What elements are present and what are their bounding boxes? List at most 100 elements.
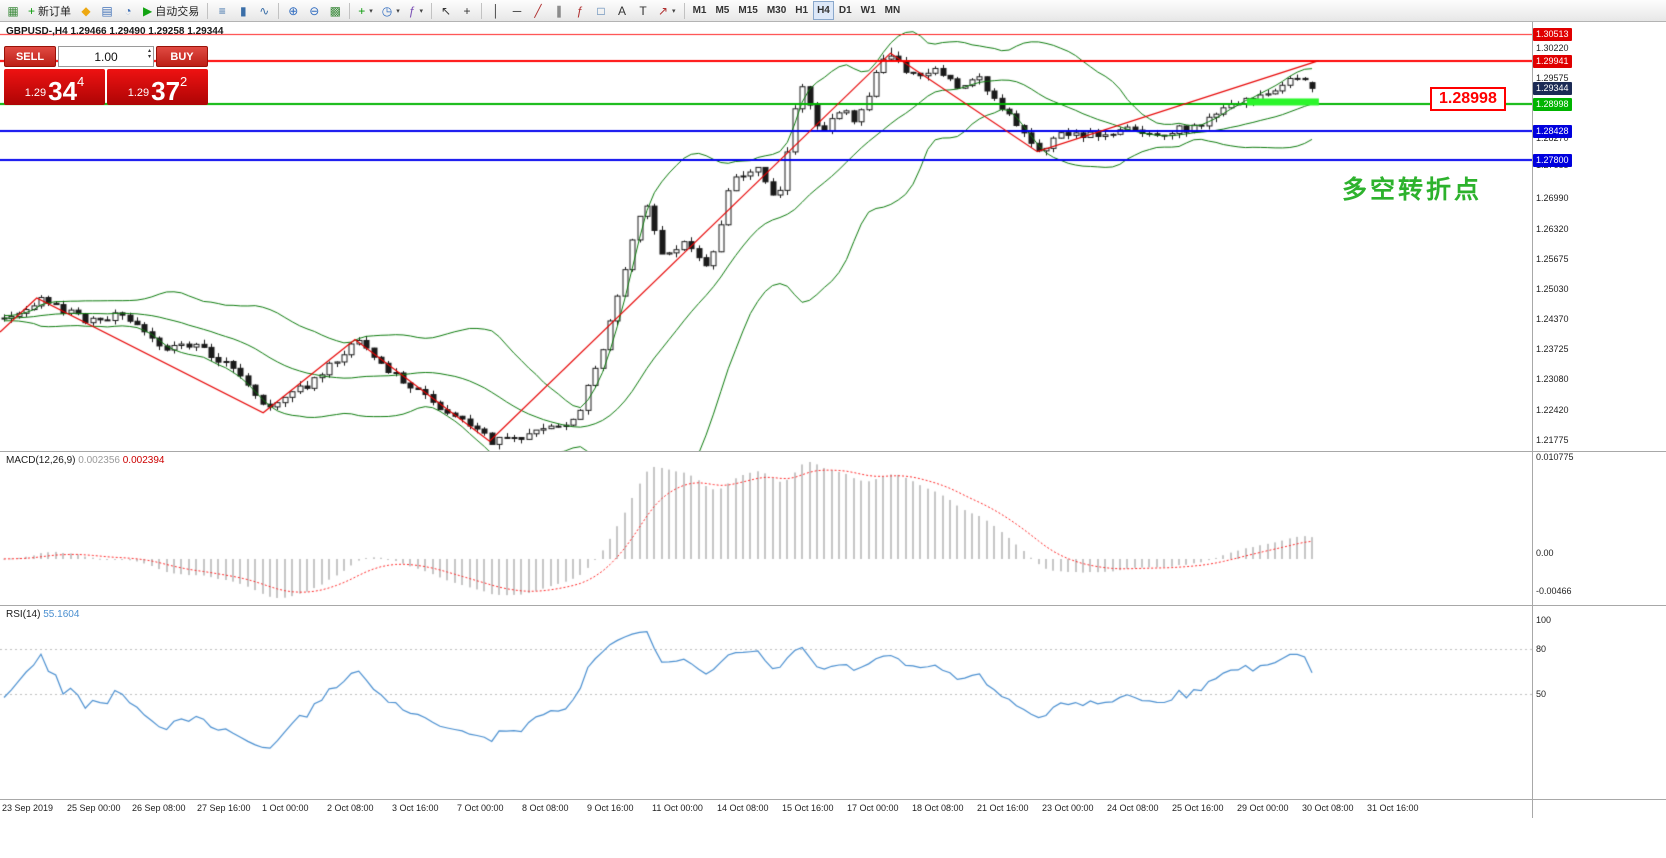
panel-separator[interactable] — [0, 605, 1666, 606]
navigator-icon: ▤ — [101, 3, 113, 18]
terminal-button[interactable]: ◔ — [118, 1, 138, 20]
price-axis-label: 1.26990 — [1536, 192, 1569, 203]
timeframe-m1-button[interactable]: M1 — [689, 1, 711, 20]
line-chart-icon: ∿ — [259, 3, 270, 18]
new-order-icon: + — [28, 3, 36, 18]
rsi-axis-label: 80 — [1536, 644, 1547, 655]
new-order-button[interactable]: + 新订单 — [24, 1, 75, 20]
tile-windows-button[interactable]: ▩ — [325, 1, 345, 20]
time-axis-label: 27 Sep 16:00 — [197, 803, 251, 813]
price-axis-label: 1.27685 — [1536, 160, 1569, 171]
indicators-button[interactable]: ƒ ▾ — [405, 1, 427, 20]
metaeditor-button[interactable]: ◆ — [76, 1, 96, 20]
ask-price-display[interactable]: 1.29 37 2 — [107, 69, 208, 105]
candlestick-chart-button[interactable]: ▮ — [233, 1, 253, 20]
macd-axis-label: -0.00466 — [1536, 586, 1572, 596]
shapes-button[interactable]: □ — [591, 1, 611, 20]
time-axis-label: 2 Oct 08:00 — [327, 803, 374, 813]
shapes-icon: □ — [597, 3, 605, 18]
macd-axis-label: 0.00 — [1536, 548, 1554, 558]
time-axis-label: 3 Oct 16:00 — [392, 803, 439, 813]
arrows-button[interactable]: ↗ ▾ — [654, 1, 680, 20]
zoom-out-icon: ⊖ — [309, 3, 320, 18]
volume-down-button[interactable]: ▾ — [147, 54, 151, 60]
timeframe-w1-button[interactable]: W1 — [857, 1, 880, 20]
panel-separator[interactable] — [0, 451, 1666, 452]
timeframe-h1-button[interactable]: H1 — [791, 1, 812, 20]
timeframe-m5-button[interactable]: M5 — [711, 1, 733, 20]
macd-panel-canvas[interactable] — [0, 452, 1532, 606]
turning-point-annotation[interactable]: 多空转折点 — [1342, 176, 1483, 204]
time-axis-label: 18 Oct 08:00 — [912, 803, 964, 813]
bar-chart-button[interactable]: ≡ — [212, 1, 232, 20]
time-axis-label: 24 Oct 08:00 — [1107, 803, 1159, 813]
dropdown-caret-icon: ▾ — [672, 7, 676, 15]
rsi-axis-label: 50 — [1536, 688, 1547, 699]
market-watch-button[interactable]: ▦ — [3, 1, 23, 20]
price-axis-marker: 1.29941 — [1533, 54, 1572, 68]
cursor-button[interactable]: ↖ — [436, 1, 456, 20]
timeframe-m30-button-label: M30 — [766, 5, 787, 16]
toolbar-separator — [278, 2, 280, 19]
rsi-panel-canvas[interactable] — [0, 606, 1532, 800]
timeframe-m15-button[interactable]: M15 — [734, 1, 761, 20]
volume-input[interactable]: 1.00 ▴ ▾ — [58, 46, 154, 67]
price-callout[interactable]: 1.28998 — [1430, 87, 1506, 111]
terminal-icon: ◔ — [124, 3, 132, 18]
crosshair-icon: + — [463, 3, 471, 18]
timeframe-h4-button[interactable]: H4 — [813, 1, 834, 20]
buy-button[interactable]: BUY — [156, 46, 208, 67]
toolbar-separator — [480, 2, 482, 19]
volume-value: 1.00 — [94, 49, 118, 64]
navigator-button[interactable]: ▤ — [97, 1, 117, 20]
panel-separator[interactable] — [0, 799, 1666, 800]
ask-prefix: 1.29 — [127, 87, 150, 99]
price-axis-marker: 1.29344 — [1533, 82, 1572, 96]
price-axis-label: 1.25675 — [1536, 253, 1569, 264]
line-chart-button[interactable]: ∿ — [254, 1, 274, 20]
time-axis-label: 14 Oct 08:00 — [717, 803, 769, 813]
label-button[interactable]: T — [633, 1, 653, 20]
toolbar-separator — [349, 2, 351, 19]
ask-big-digits: 37 — [151, 75, 181, 106]
dropdown-caret-icon: ▾ — [369, 7, 373, 15]
price-axis-label: 1.29575 — [1536, 72, 1569, 83]
time-axis-label: 17 Oct 00:00 — [847, 803, 899, 813]
cursor-icon: ↖ — [440, 3, 452, 18]
rsi-label: RSI(14) 55.1604 — [6, 609, 79, 620]
fibonacci-button[interactable]: ƒ — [570, 1, 590, 20]
channel-button[interactable]: ∥ — [549, 1, 569, 20]
trendline-button[interactable]: ╱ — [528, 1, 548, 20]
crosshair-button[interactable]: + — [457, 1, 477, 20]
sell-button[interactable]: SELL — [4, 46, 56, 67]
vertical-line-button[interactable]: │ — [486, 1, 506, 20]
text-button[interactable]: A — [612, 1, 632, 20]
timeframe-d1-button[interactable]: D1 — [835, 1, 856, 20]
text-icon: A — [617, 3, 626, 18]
volume-up-button[interactable]: ▴ — [147, 48, 151, 54]
new-order-button-label: 新订单 — [38, 5, 72, 18]
rsi-name: RSI(14) — [6, 609, 41, 620]
timeframe-mn-button[interactable]: MN — [881, 1, 905, 20]
time-axis-label: 31 Oct 16:00 — [1367, 803, 1419, 813]
autotrading-button[interactable]: ▶ 自动交易 — [139, 1, 203, 20]
bid-price-display[interactable]: 1.29 34 4 — [4, 69, 105, 105]
price-axis-marker: 1.28428 — [1533, 124, 1572, 138]
new-chart-button[interactable]: + ▾ — [354, 1, 377, 20]
price-axis-label: 1.30220 — [1536, 42, 1569, 53]
label-icon: T — [639, 3, 647, 18]
ask-pip-digit: 2 — [180, 74, 188, 89]
price-axis-label: 1.23725 — [1536, 344, 1569, 355]
zoom-out-button[interactable]: ⊖ — [304, 1, 324, 20]
zoom-in-button[interactable]: ⊕ — [283, 1, 303, 20]
autotrading-icon: ▶ — [143, 3, 153, 18]
time-axis-label: 7 Oct 00:00 — [457, 803, 504, 813]
horizontal-line-button[interactable]: ─ — [507, 1, 527, 20]
periods-button[interactable]: ◷ ▾ — [378, 1, 404, 20]
timeframe-m30-button[interactable]: M30 — [763, 1, 790, 20]
price-chart-canvas[interactable] — [0, 22, 1532, 452]
bid-big-digits: 34 — [48, 75, 78, 106]
autotrading-button-label: 自动交易 — [155, 5, 200, 18]
rsi-value: 55.1604 — [43, 609, 80, 620]
time-axis-label: 26 Sep 08:00 — [132, 803, 186, 813]
